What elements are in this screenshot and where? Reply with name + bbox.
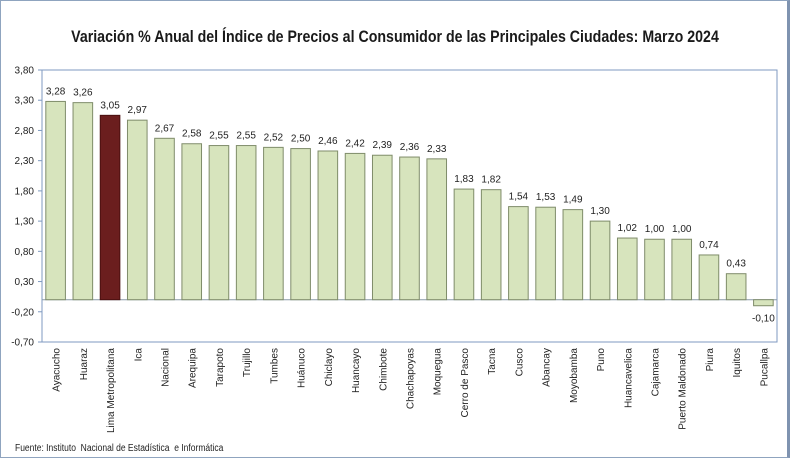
x-tick-label: Chimbote <box>378 348 389 391</box>
value-label: 1,53 <box>536 192 556 203</box>
value-label: 1,02 <box>618 223 638 234</box>
value-label: 2,55 <box>236 131 256 142</box>
x-tick-label: Huánuco <box>297 348 308 388</box>
x-axis-labels: Ayacucho Huaraz Lima Metropolitana Ica Nacio… <box>52 348 771 433</box>
x-tick-label: Iquitos <box>732 348 743 377</box>
bar-nacional <box>154 137 175 301</box>
bar-huánuco <box>290 148 311 301</box>
y-tick-label: 2,30 <box>15 156 35 167</box>
value-label: 1,00 <box>672 224 692 235</box>
value-label: 1,82 <box>481 175 501 186</box>
value-label: 1,00 <box>645 224 665 235</box>
value-label: 2,33 <box>427 144 447 155</box>
bar-tacna <box>480 189 502 301</box>
bar-cerro-de-pasco <box>453 188 475 301</box>
x-tick-label: Huancayo <box>351 348 362 393</box>
x-tick-label: Cerro de Pasco <box>460 348 471 418</box>
bar-cajamarca <box>644 238 665 301</box>
x-tick-label: Arequipa <box>188 348 199 388</box>
x-tick-label: Lima Metropolitana <box>106 348 117 433</box>
x-tick-label: Cusco <box>514 348 525 377</box>
value-label: 2,55 <box>209 131 229 142</box>
bar-abancay <box>535 206 556 301</box>
y-tick-label: 0,30 <box>15 277 35 288</box>
bar-tarapoto <box>208 145 230 301</box>
bar-huaraz <box>72 102 94 301</box>
bar-huancayo <box>344 152 366 301</box>
x-tick-label: Huancavelica <box>623 348 634 408</box>
bar-huancavelica <box>616 237 638 301</box>
value-label: 3,05 <box>100 100 120 111</box>
x-tick-label: Trujillo <box>242 348 253 378</box>
value-label: 2,52 <box>264 132 284 143</box>
x-tick-label: Puno <box>596 348 607 372</box>
bars <box>45 100 774 307</box>
value-label: 2,46 <box>318 136 338 147</box>
y-tick-label: 1,80 <box>15 186 35 197</box>
value-labels: 3,28 3,26 3,05 2,97 2,67 2,58 2,55 2,55 2,52 2,50… <box>46 86 775 324</box>
bar-iquitos <box>725 273 747 301</box>
value-label: 0,43 <box>726 259 746 270</box>
x-tick-label: Moquegua <box>433 348 444 396</box>
bar-chiclayo <box>317 150 339 301</box>
x-tick-label: Cajamarca <box>651 348 662 397</box>
x-tick-label: Moyobamba <box>569 348 580 403</box>
bar-ica <box>126 119 148 301</box>
bar-ayacucho <box>45 100 66 301</box>
x-tick-label: Huaraz <box>79 348 90 380</box>
value-label: 2,97 <box>128 105 148 116</box>
bar-piura <box>698 254 720 301</box>
value-label: 1,54 <box>509 192 529 203</box>
value-label: 2,42 <box>345 138 365 149</box>
x-tick-label: Piura <box>705 348 716 372</box>
bar-moquegua <box>426 158 448 301</box>
bar-chimbote <box>371 154 393 301</box>
x-tick-label: Tacna <box>487 348 498 375</box>
x-tick-label: Chachapoyas <box>406 348 417 409</box>
x-tick-label: Puerto Maldonado <box>678 348 689 430</box>
value-label: -0,10 <box>752 314 775 325</box>
value-label: 1,30 <box>590 206 610 217</box>
bar-lima-metropolitana <box>99 114 121 301</box>
value-label: 0,74 <box>699 240 719 251</box>
y-axis: 3,80 3,30 2,80 2,30 1,80 1,30 0,80 0,30 -0,20 -0,… <box>11 66 42 349</box>
value-label: 2,50 <box>291 134 311 145</box>
bar-chachapoyas <box>399 156 420 301</box>
value-label: 3,28 <box>46 86 66 97</box>
value-label: 2,39 <box>373 140 393 151</box>
bar-arequipa <box>181 143 203 301</box>
value-label: 1,49 <box>563 195 583 206</box>
bar-puno <box>589 220 611 301</box>
bar-tumbes <box>263 146 284 301</box>
bar-moyobamba <box>562 209 584 301</box>
x-tick-label: Pucallpa <box>759 348 770 387</box>
x-tick-label: Chiclayo <box>324 348 335 387</box>
y-tick-label: -0,20 <box>11 307 34 318</box>
x-tick-label: Abancay <box>542 348 553 387</box>
value-label: 2,67 <box>155 123 175 134</box>
x-tick-label: Ica <box>133 348 144 362</box>
value-label: 1,83 <box>454 174 474 185</box>
x-tick-label: Tarapoto <box>215 348 226 387</box>
bar-pucallpa <box>753 299 774 307</box>
source-note: Fuente: Instituto Nacional de Estadístic… <box>15 443 224 454</box>
bar-puerto-maldonado <box>671 238 693 301</box>
chart-title: Variación % Anual del Índice de Precios … <box>71 28 719 46</box>
y-tick-label: 3,30 <box>15 96 35 107</box>
value-label: 3,26 <box>73 88 93 99</box>
x-tick-label: Nacional <box>161 348 172 387</box>
value-label: 2,36 <box>400 142 420 153</box>
value-label: 2,58 <box>182 129 202 140</box>
bar-cusco <box>508 206 529 301</box>
x-tick-label: Tumbes <box>269 348 280 384</box>
y-tick-label: 1,30 <box>15 217 35 228</box>
x-tick-label: Ayacucho <box>52 348 63 392</box>
y-tick-label: 0,80 <box>15 247 35 258</box>
y-tick-label: -0,70 <box>11 338 34 349</box>
bar-trujillo <box>235 145 257 301</box>
y-tick-label: 2,80 <box>15 126 35 137</box>
y-tick-label: 3,80 <box>15 66 35 77</box>
